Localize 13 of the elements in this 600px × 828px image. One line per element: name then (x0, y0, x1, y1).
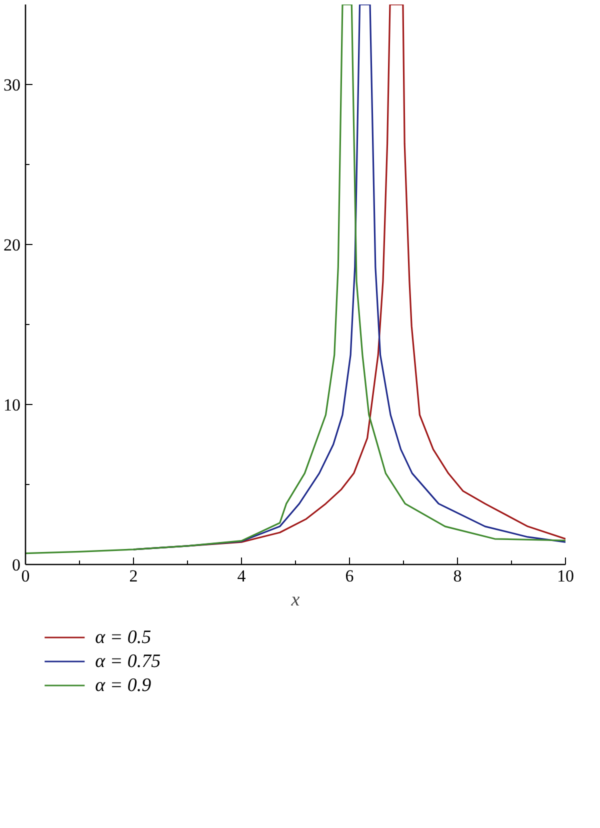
x-tick-label: 2 (129, 566, 138, 586)
x-axis-title: x (290, 590, 300, 610)
x-tick-label: 8 (453, 566, 462, 586)
x-tick-label: 10 (557, 566, 574, 586)
y-tick-label: 10 (4, 396, 20, 414)
x-tick-label: 6 (345, 566, 354, 586)
legend-label: α = 0.9 (95, 675, 152, 696)
legend-label: α = 0.75 (95, 651, 161, 672)
line-series (26, 4, 566, 554)
legend-label: α = 0.5 (95, 627, 152, 648)
x-tick-label: 4 (237, 566, 246, 586)
y-tick-label: 20 (4, 236, 20, 254)
y-tick-label: 30 (4, 76, 20, 94)
